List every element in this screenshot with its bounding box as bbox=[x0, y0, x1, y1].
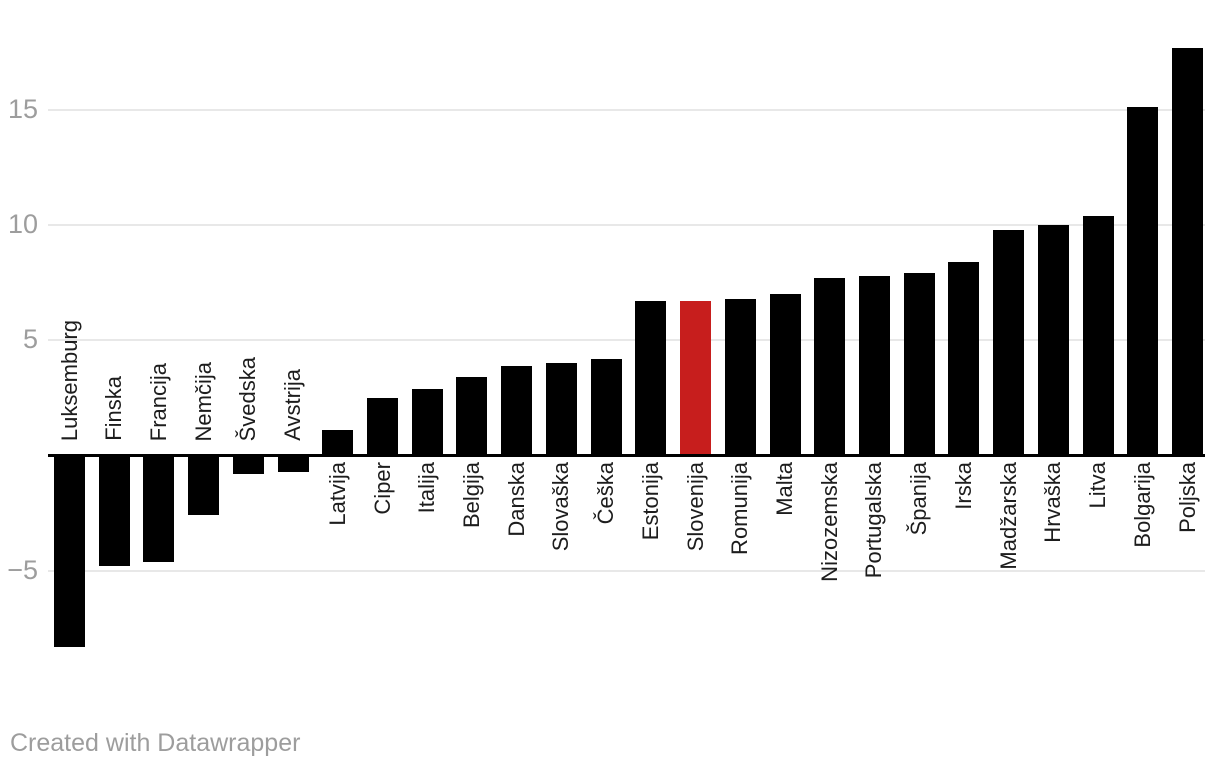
x-axis-line bbox=[48, 454, 1205, 457]
x-axis-label: Danska bbox=[503, 462, 529, 537]
bar bbox=[858, 275, 890, 457]
bar bbox=[277, 454, 309, 472]
x-axis-label: Latvija bbox=[324, 462, 350, 526]
x-axis-label: Portugalska bbox=[861, 462, 887, 579]
bar bbox=[54, 454, 85, 647]
x-axis-label: Luksemburg bbox=[56, 319, 82, 441]
x-axis-label: Finska bbox=[101, 376, 127, 441]
gridline bbox=[48, 108, 1205, 111]
x-axis-label: Avstrija bbox=[280, 369, 306, 441]
bar bbox=[98, 454, 130, 567]
bar bbox=[724, 298, 756, 457]
bar-highlighted bbox=[680, 301, 712, 457]
x-axis-label: Poljska bbox=[1174, 462, 1200, 533]
x-axis-label: Litva bbox=[1085, 462, 1111, 509]
x-axis-label: Španija bbox=[906, 462, 932, 536]
x-axis-label: Nemčija bbox=[190, 361, 216, 441]
bar bbox=[143, 454, 175, 562]
y-tick-label: 15 bbox=[7, 93, 38, 124]
x-axis-label: Slovaška bbox=[548, 462, 574, 552]
y-tick-label: 5 bbox=[22, 324, 38, 355]
x-axis-label: Nizozemska bbox=[816, 462, 842, 582]
x-axis-label: Bolgarija bbox=[1129, 462, 1155, 548]
bar bbox=[456, 377, 488, 457]
bar bbox=[411, 388, 443, 457]
bar bbox=[590, 358, 622, 457]
bar bbox=[1082, 215, 1114, 457]
x-axis-label: Ciper bbox=[369, 462, 395, 515]
x-axis-label: Romunija bbox=[727, 462, 753, 555]
bar bbox=[188, 454, 220, 516]
x-axis-label: Madžarska bbox=[995, 462, 1021, 570]
bar bbox=[948, 261, 980, 457]
x-axis-label: Francija bbox=[145, 362, 171, 441]
bar bbox=[1127, 107, 1159, 457]
gridline bbox=[48, 569, 1205, 572]
x-axis-label: Češka bbox=[593, 462, 619, 525]
x-axis-label: Estonija bbox=[637, 462, 663, 541]
gridline bbox=[48, 224, 1205, 226]
x-axis-label: Slovenija bbox=[682, 462, 708, 552]
bar bbox=[232, 454, 264, 474]
bar bbox=[769, 294, 801, 457]
bar bbox=[1037, 225, 1069, 457]
bar bbox=[903, 273, 935, 457]
y-tick-label: 10 bbox=[7, 209, 38, 239]
bar bbox=[367, 397, 399, 457]
x-axis-label: Švedska bbox=[235, 356, 261, 441]
x-axis-label: Italija bbox=[414, 462, 440, 514]
bar bbox=[501, 365, 533, 457]
gridline bbox=[48, 339, 1205, 342]
x-axis-label: Irska bbox=[950, 462, 976, 510]
bar bbox=[322, 430, 354, 457]
bar bbox=[545, 363, 577, 457]
bar bbox=[1172, 47, 1203, 457]
bar bbox=[635, 301, 667, 457]
x-axis-label: Malta bbox=[772, 462, 798, 516]
bar bbox=[993, 229, 1025, 457]
bar bbox=[814, 278, 846, 457]
x-axis-label: Hrvaška bbox=[1040, 462, 1066, 543]
y-tick-label: −5 bbox=[7, 554, 38, 585]
x-axis-label: Belgija bbox=[458, 462, 484, 529]
datawrapper-credit[interactable]: Created with Datawrapper bbox=[10, 729, 301, 757]
